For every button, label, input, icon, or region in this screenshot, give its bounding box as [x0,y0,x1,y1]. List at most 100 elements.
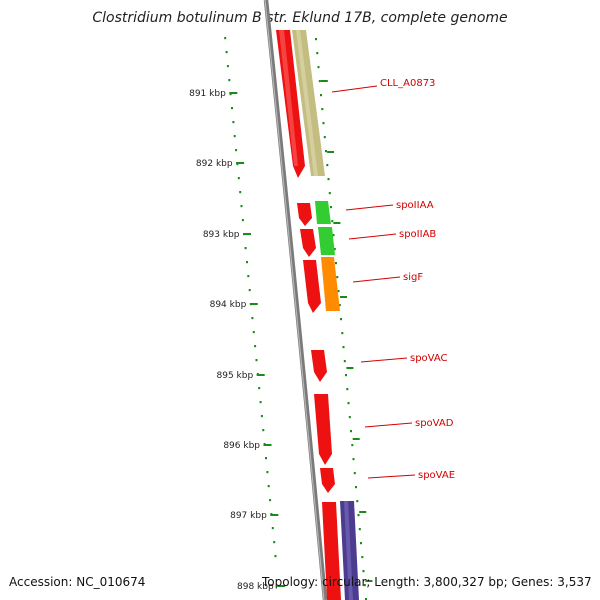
scale-dot [342,346,345,349]
scale-tick-right [346,367,354,369]
scale-dot [327,178,330,181]
scale-dot [237,177,240,180]
label-sigf[interactable]: sigF [403,272,423,283]
scale-dot [266,471,269,474]
scale-dot [345,374,347,377]
scale-tick-right [333,222,341,224]
scale-dot [362,570,365,573]
genome-backbone [263,0,328,600]
scale-labels: 891 kbp 892 kbp 893 kbp 894 kbp 895 kbp 896 k… [189,89,286,592]
gene-spoiiaa[interactable] [297,203,312,226]
scale-dot [350,430,352,433]
scale-dot [346,388,349,391]
scale-dot [352,458,355,461]
scale-dot [239,191,242,194]
scale-dot [246,261,248,264]
scale-dot [240,205,243,208]
scale-dot [271,527,274,530]
label-spovae[interactable]: spoVAE [418,470,455,481]
scale-dot [335,262,337,265]
scale-tick [277,585,286,587]
scale-dot [244,247,247,250]
scale-dot [330,206,332,209]
feature-cll-a0873-annotation-shine [296,30,318,176]
scale-label: 891 kbp [189,89,226,99]
scale-tick [249,303,258,305]
gene-sigf[interactable] [303,260,321,313]
topology-text: Topology: circular; Length: 3,800,327 bp… [262,575,592,589]
scale-dot [365,598,367,600]
scale-dot [336,276,339,279]
scale-dots-left [224,37,277,558]
scale-tick [229,92,238,94]
scale-dot [332,234,335,237]
gene-spovad[interactable] [314,394,332,465]
scale-tick-right [359,511,367,513]
label-cll-a0873[interactable]: CLL_A0873 [380,78,435,89]
label-leader-lines [331,85,416,479]
label-spovad[interactable]: spoVAD [415,418,454,429]
gene-labels: CLL_A0873 spoIIAA spoIIAB sigF spoVAC sp… [380,78,455,481]
scale-dot [357,514,360,517]
scale-dot [255,359,258,362]
feature-spoiiaa[interactable] [315,201,331,224]
gene-spovac[interactable] [311,350,327,382]
scale-dot [331,220,334,223]
scale-dot [262,429,265,432]
leader-spoiiab [348,233,397,240]
feature-next-purple-shine [344,501,353,600]
scale-dot [356,500,359,503]
scale-label: 892 kbp [196,159,233,169]
scale-dot [325,150,327,153]
gene-spoiiab[interactable] [300,229,316,257]
scale-tick-right [340,296,347,298]
scale-label: 897 kbp [230,511,267,521]
leader-sigf [352,276,401,283]
scale-dot [343,360,346,363]
scale-dot [228,79,231,82]
scale-label: 894 kbp [210,300,247,310]
label-spoiiab[interactable]: spoIIAB [399,229,436,240]
scale-dot [254,345,257,348]
label-spoiiaa[interactable]: spoIIAA [396,200,434,211]
leader-spoiiaa [345,204,394,211]
scale-dot [252,331,255,334]
scale-dot [247,275,250,278]
gene-cll-a0873-shine [279,30,298,166]
scale-dot [322,122,325,125]
scale-tick [256,374,265,376]
scale-label: 896 kbp [223,441,260,451]
scale-dot [361,556,364,559]
feature-spoiiab[interactable] [318,227,335,255]
scale-dot [341,332,344,335]
scale-dot [241,219,244,222]
scale-tick [270,514,279,516]
scale-dot [321,108,324,111]
scale-dot [248,289,251,292]
scale-dot [274,555,277,558]
scale-dot [235,149,238,152]
scale-tick [236,162,245,164]
leader-spovac [360,357,408,363]
scale-dot [267,485,270,488]
feature-sigf[interactable] [321,257,340,311]
scale-dot [323,136,326,139]
gene-spovae[interactable] [320,468,335,493]
scale-dot [231,107,233,110]
scale-dot [333,248,336,251]
scale-dot [340,318,342,321]
leader-spovae [367,474,416,479]
gene-next-forward[interactable] [322,502,341,600]
scale-dot [233,135,236,138]
scale-dot [326,164,329,167]
gene-features [276,30,359,600]
leader-cll-a0873 [331,85,378,93]
scale-dot [348,416,351,419]
label-spovac[interactable]: spoVAC [410,353,448,364]
scale-dot [273,541,276,544]
scale-dot [338,304,341,307]
scale-dot [225,51,228,54]
scale-dot [251,317,254,320]
scale-dot [363,584,366,587]
